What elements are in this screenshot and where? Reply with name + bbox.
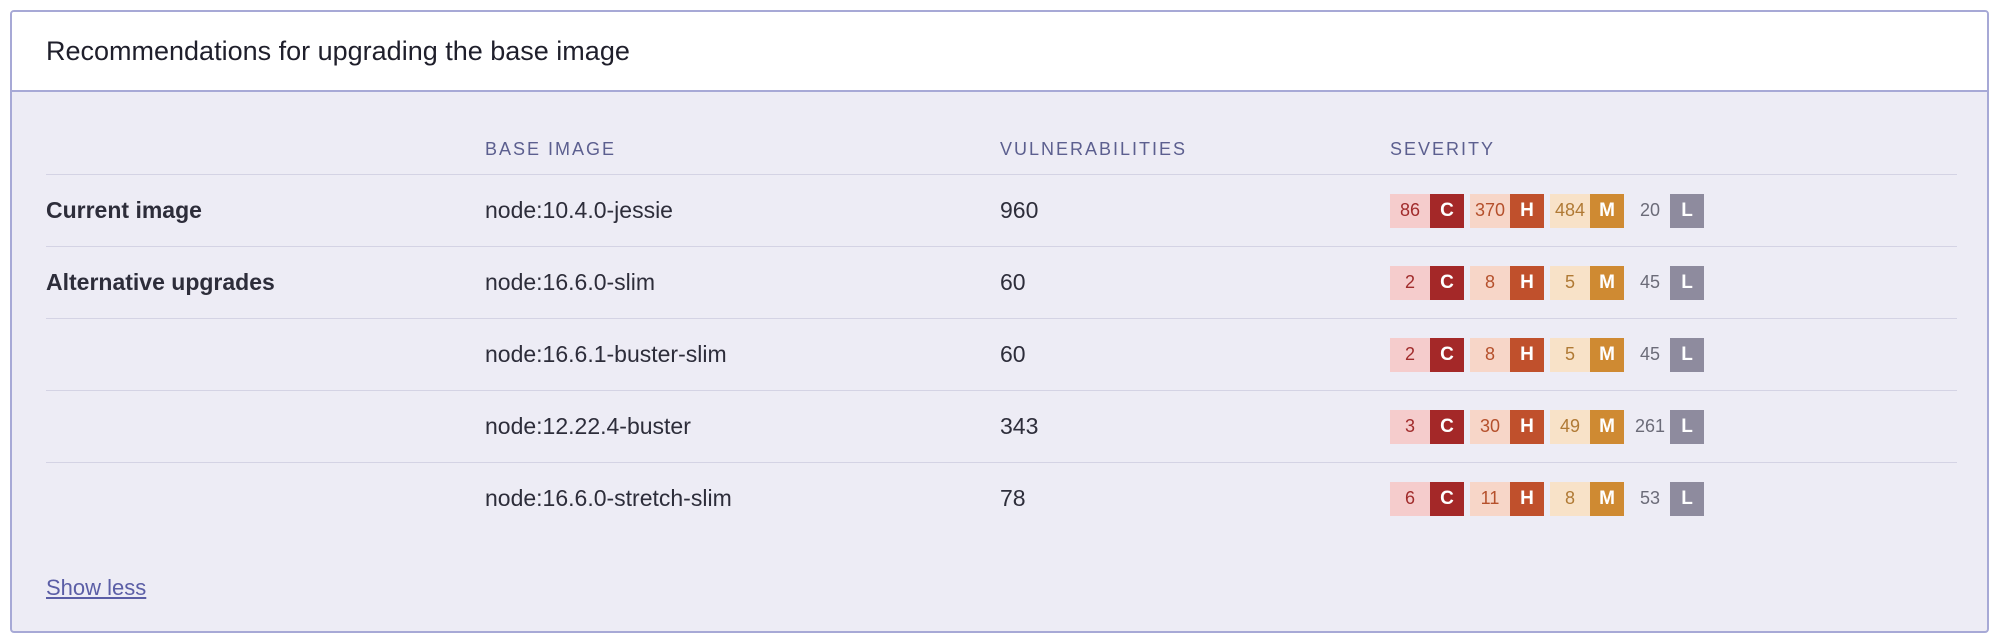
header-base-image: BASE IMAGE — [485, 138, 617, 159]
high-severity-badge: H — [1510, 481, 1544, 516]
header-vulnerabilities: VULNERABILITIES — [1000, 138, 1188, 159]
low-count: 45 — [1639, 272, 1661, 292]
low-severity-badge: L — [1670, 481, 1704, 516]
row-label: Alternative upgrades — [46, 269, 275, 295]
low-severity-badge: L — [1670, 337, 1704, 372]
critical-count: 3 — [1390, 409, 1430, 444]
vulnerability-count: 78 — [1000, 485, 1026, 511]
table-row: Alternative upgrades node:16.6.0-slim 60… — [46, 247, 1957, 319]
critical-severity-badge: C — [1430, 265, 1464, 300]
vulnerability-count: 960 — [1000, 197, 1039, 223]
severity-badges: 6 C 11 H 8 M 53 L — [1390, 481, 1957, 516]
low-severity-badge: L — [1670, 265, 1704, 300]
low-count: 261 — [1634, 416, 1666, 436]
severity-badges: 3 C 30 H 49 M 261 L — [1390, 409, 1957, 444]
critical-severity-badge: C — [1430, 337, 1464, 372]
table-row: Current image node:10.4.0-jessie 960 86 C… — [46, 175, 1957, 247]
low-severity-badge: L — [1670, 193, 1704, 228]
severity-badges: 2 C 8 H 5 M 45 L — [1390, 265, 1957, 300]
header-severity: SEVERITY — [1390, 138, 1496, 159]
recommendations-card: Recommendations for upgrading the base i… — [10, 10, 1989, 633]
base-image-name: node:10.4.0-jessie — [485, 197, 673, 223]
medium-count: 49 — [1550, 409, 1590, 444]
medium-count: 5 — [1550, 337, 1590, 372]
low-count: 53 — [1639, 488, 1661, 508]
vulnerability-count: 343 — [1000, 413, 1039, 439]
medium-count: 5 — [1550, 265, 1590, 300]
medium-severity-badge: M — [1590, 265, 1624, 300]
high-count: 8 — [1470, 337, 1510, 372]
medium-severity-badge: M — [1590, 409, 1624, 444]
base-image-name: node:16.6.0-slim — [485, 269, 656, 295]
base-image-name: node:16.6.0-stretch-slim — [485, 485, 732, 511]
high-count: 30 — [1470, 409, 1510, 444]
high-count: 370 — [1470, 193, 1510, 228]
high-severity-badge: H — [1510, 337, 1544, 372]
medium-severity-badge: M — [1590, 337, 1624, 372]
high-severity-badge: H — [1510, 265, 1544, 300]
severity-badges: 86 C 370 H 484 M 20 L — [1390, 193, 1957, 228]
vulnerability-count: 60 — [1000, 269, 1026, 295]
high-count: 11 — [1470, 481, 1510, 516]
table-row: node:12.22.4-buster 343 3 C 30 H 49 M 261 L — [46, 391, 1957, 463]
high-severity-badge: H — [1510, 409, 1544, 444]
medium-severity-badge: M — [1590, 193, 1624, 228]
card-title: Recommendations for upgrading the base i… — [46, 35, 630, 66]
table-row: node:16.6.0-stretch-slim 78 6 C 11 H 8 M 53 L — [46, 463, 1957, 534]
critical-count: 2 — [1390, 265, 1430, 300]
vulnerability-count: 60 — [1000, 341, 1026, 367]
row-label: Current image — [46, 197, 202, 223]
severity-badges: 2 C 8 H 5 M 45 L — [1390, 337, 1957, 372]
critical-count: 6 — [1390, 481, 1430, 516]
card-header: Recommendations for upgrading the base i… — [12, 12, 1987, 92]
low-severity-badge: L — [1670, 409, 1704, 444]
high-severity-badge: H — [1510, 193, 1544, 228]
critical-severity-badge: C — [1430, 193, 1464, 228]
table-row: node:16.6.1-buster-slim 60 2 C 8 H 5 M 45 L — [46, 319, 1957, 391]
recommendations-table: BASE IMAGE VULNERABILITIES SEVERITY Curr… — [46, 124, 1957, 534]
low-count: 45 — [1639, 344, 1661, 364]
medium-count: 8 — [1550, 481, 1590, 516]
base-image-name: node:12.22.4-buster — [485, 413, 691, 439]
critical-severity-badge: C — [1430, 481, 1464, 516]
show-less-link[interactable]: Show less — [46, 575, 147, 600]
low-count: 20 — [1639, 200, 1661, 220]
medium-severity-badge: M — [1590, 481, 1624, 516]
critical-count: 86 — [1390, 193, 1430, 228]
base-image-name: node:16.6.1-buster-slim — [485, 341, 727, 367]
table-header-row: BASE IMAGE VULNERABILITIES SEVERITY — [46, 124, 1957, 175]
medium-count: 484 — [1550, 193, 1590, 228]
critical-count: 2 — [1390, 337, 1430, 372]
high-count: 8 — [1470, 265, 1510, 300]
critical-severity-badge: C — [1430, 409, 1464, 444]
